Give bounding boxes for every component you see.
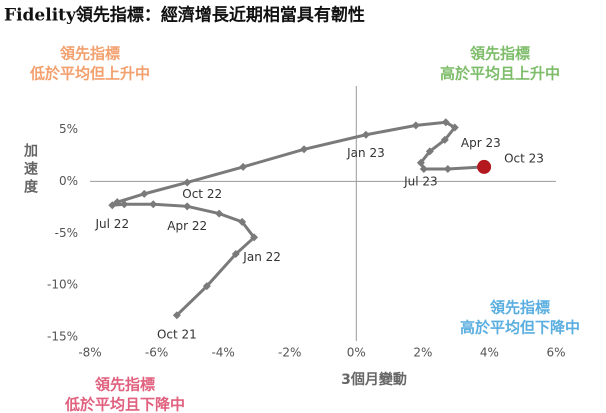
x-tick-label: -6% xyxy=(145,346,168,360)
point-label: Oct 23 xyxy=(504,151,544,165)
point-label: Oct 22 xyxy=(182,187,222,201)
point xyxy=(183,202,192,211)
quadrant-text: 低於平均但上升中 xyxy=(29,65,150,83)
point-label: Jul 23 xyxy=(403,174,438,188)
point xyxy=(443,164,452,173)
point-label: Jul 22 xyxy=(95,217,130,231)
quadrant-text: 高於平均且上升中 xyxy=(440,65,560,83)
point xyxy=(300,145,309,154)
x-tick-label: 2% xyxy=(413,346,432,360)
point xyxy=(441,118,450,127)
y-tick-label: -5% xyxy=(55,226,78,240)
point-label: Jan 23 xyxy=(346,146,385,160)
point xyxy=(250,233,259,242)
x-tick-label: 6% xyxy=(546,346,565,360)
point-highlight xyxy=(477,159,492,174)
point xyxy=(172,311,181,320)
y-axis-label: 加速度 xyxy=(22,143,39,197)
x-tick-label: -2% xyxy=(278,346,301,360)
point xyxy=(113,198,122,207)
x-tick-label: -4% xyxy=(211,346,234,360)
quadrant-title: 領先指標 xyxy=(470,45,530,63)
x-axis-label: 3個月變動 xyxy=(341,371,407,388)
point xyxy=(239,162,248,171)
point xyxy=(238,217,247,226)
point xyxy=(440,135,449,144)
x-tick-label: 0% xyxy=(347,346,366,360)
point xyxy=(416,158,425,167)
point xyxy=(361,130,370,139)
quadrant-text: 高於平均但下降中 xyxy=(460,319,580,337)
point xyxy=(450,123,459,132)
point xyxy=(419,164,428,173)
point-label: Apr 22 xyxy=(167,219,207,233)
y-tick-label: -15% xyxy=(47,330,78,344)
point xyxy=(183,178,192,187)
y-tick-label: 5% xyxy=(59,122,78,136)
point-label: Jan 22 xyxy=(242,250,281,264)
point xyxy=(215,209,224,218)
point xyxy=(411,121,420,130)
y-tick-label: 0% xyxy=(59,174,78,188)
quadrant-title: 領先指標 xyxy=(95,376,155,394)
quadrant-text: 低於平均且下降中 xyxy=(64,396,185,413)
point-label: Apr 23 xyxy=(461,136,501,150)
point-label: Oct 21 xyxy=(157,328,197,342)
point xyxy=(120,200,129,209)
point xyxy=(231,250,240,259)
chart-title: Fidelity領先指標：經濟增長近期相當具有韌性 xyxy=(4,5,365,26)
point xyxy=(202,282,211,291)
quadrant-title: 領先指標 xyxy=(60,45,120,63)
x-tick-label: 4% xyxy=(480,346,499,360)
quadrant-title: 領先指標 xyxy=(490,299,550,317)
y-tick-label: -10% xyxy=(47,278,78,292)
point xyxy=(108,201,117,210)
point xyxy=(149,200,158,209)
x-tick-label: -8% xyxy=(78,346,101,360)
point xyxy=(425,147,434,156)
point xyxy=(140,189,149,198)
